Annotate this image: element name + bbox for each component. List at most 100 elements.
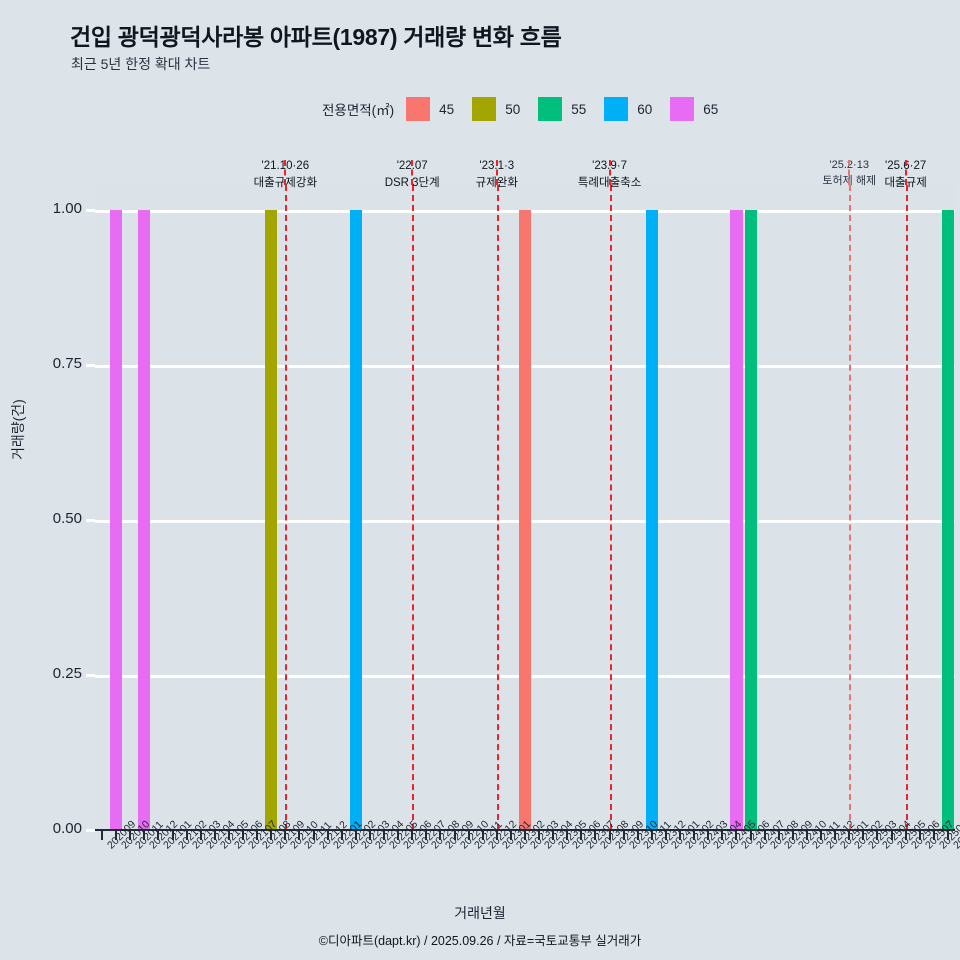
legend-item-label: 50 [505,101,521,117]
x-axis-tick-mark [397,831,400,840]
x-axis-tick-mark [749,831,752,840]
y-axis-tick-mark [86,829,95,832]
legend-swatch-icon [670,97,695,121]
legend-item-label: 45 [439,101,455,117]
x-axis-tick-mark [693,831,696,840]
y-axis-tick-label: 0.25 [52,665,82,682]
x-axis-tick-mark [368,831,371,840]
x-axis-tick-mark [157,831,160,840]
x-axis-tick-mark [636,831,639,840]
event-marker-line [609,185,612,830]
x-axis-tick-mark [791,831,794,840]
x-axis-tick-mark [199,831,202,840]
x-axis-tick-mark [383,831,386,840]
x-axis-tick-mark [213,831,216,840]
x-axis-tick-mark [467,831,470,840]
bar[interactable] [138,210,151,830]
event-marker-line [496,185,499,830]
x-axis-tick-mark [932,831,935,840]
event-marker-stub [904,160,907,185]
x-axis-tick-mark [622,831,625,840]
event-marker-line [849,185,852,830]
legend: 전용면적(㎡) 45 50 55 60 65 [322,96,736,122]
legend-swatch-icon [472,97,497,121]
x-axis-tick-mark [763,831,766,840]
x-axis-tick-mark [298,831,301,840]
event-marker-stub [495,160,498,185]
event-marker-line [285,185,288,830]
legend-swatch-icon [604,97,629,121]
x-axis-tick-mark [594,831,597,840]
legend-swatch-icon [406,97,431,121]
x-axis-tick-mark [777,831,780,840]
x-axis-tick-mark [115,831,118,840]
y-axis-tick-mark [86,209,95,212]
x-axis-tick-mark [679,831,682,840]
x-axis-tick-mark [481,831,484,840]
x-axis-tick-mark [354,831,357,840]
x-axis-tick-mark [227,831,230,840]
x-axis-tick-mark [284,831,287,840]
y-axis-tick-label: 0.75 [52,355,82,372]
bar[interactable] [518,210,532,830]
x-axis-tick-mark [608,831,611,840]
x-axis-tick-mark [721,831,724,840]
bar[interactable] [744,210,757,830]
x-axis-tick-mark [340,831,343,840]
x-axis-title: 거래년월 [454,905,506,921]
x-axis-tick-mark [552,831,555,840]
bar[interactable] [349,210,362,830]
x-axis-tick-mark [185,831,188,840]
x-axis-tick-mark [735,831,738,840]
bar[interactable] [110,210,123,830]
bar[interactable] [645,210,658,830]
legend-title: 전용면적(㎡) [322,103,395,118]
legend-item[interactable]: 55 [538,97,598,121]
legend-item[interactable]: 45 [406,97,466,121]
bar[interactable] [941,210,954,830]
legend-item-label: 60 [637,101,653,117]
x-axis-tick-mark [650,831,653,840]
x-axis-tick-mark [312,831,315,840]
x-axis-tick-mark [946,831,949,840]
x-axis-tick-mark [805,831,808,840]
event-annotation-label: 대출규제 [884,176,927,189]
legend-item[interactable]: 65 [670,97,730,121]
x-axis-baseline [95,829,955,831]
y-axis-tick-label: 0.00 [52,820,82,837]
x-axis-tick-mark [524,831,526,840]
x-axis-tick-mark [129,831,132,840]
x-axis-tick-mark [538,831,541,840]
legend-item[interactable]: 60 [604,97,664,121]
x-axis-tick-mark [918,831,921,840]
x-axis-tick-mark [876,831,879,840]
x-axis-tick-mark [453,831,456,840]
bar[interactable] [265,210,278,830]
y-axis-tick-label: 0.50 [52,510,82,527]
event-marker-stub [608,160,611,185]
y-axis-tick-mark [86,364,95,367]
y-axis-tick-mark [86,674,95,677]
x-axis-tick-mark [904,831,907,840]
event-marker-stub [284,160,287,185]
legend-item-label: 55 [571,101,587,117]
x-axis-tick-mark [143,831,146,840]
footer-credit: ©디아파트(dapt.kr) / 2025.09.26 / 자료=국토교통부 실… [318,934,642,948]
event-marker-line [905,185,908,830]
x-axis-tick-mark [411,831,414,840]
bar[interactable] [730,210,743,830]
x-axis-tick-mark [820,831,823,840]
x-axis-tick-mark [664,831,667,840]
x-axis-tick-mark [495,831,498,840]
event-annotation: '25.6·27 대출규제 [836,158,960,191]
x-axis-tick-mark [890,831,893,840]
plot-area [95,185,955,830]
x-axis-tick-mark [834,831,837,840]
x-axis-tick-mark [580,831,583,840]
event-marker-stub [848,160,851,185]
y-axis-tick-mark [86,519,95,522]
legend-item-label: 65 [703,101,719,117]
x-axis-tick-mark [171,831,174,840]
legend-item[interactable]: 50 [472,97,532,121]
legend-swatch-icon [538,97,563,121]
